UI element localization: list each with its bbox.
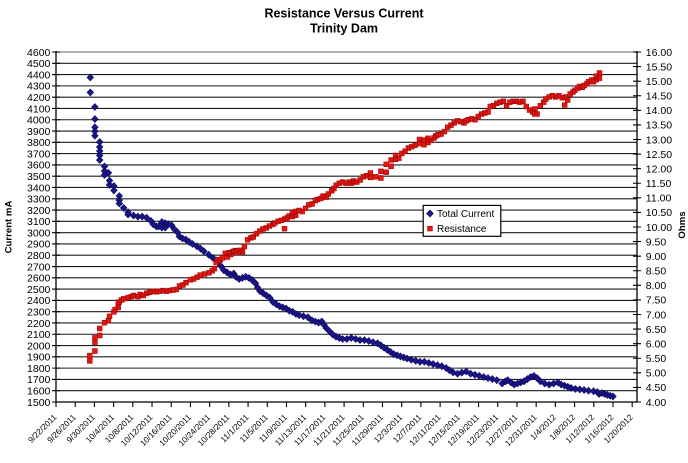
svg-text:3400: 3400 <box>27 182 51 194</box>
svg-text:15.50: 15.50 <box>646 61 672 73</box>
svg-text:8.50: 8.50 <box>646 266 667 278</box>
svg-text:2900: 2900 <box>27 239 51 251</box>
svg-text:1700: 1700 <box>27 374 51 386</box>
svg-text:1900: 1900 <box>27 352 51 364</box>
svg-text:1600: 1600 <box>27 386 51 398</box>
svg-text:Resistance Versus Current: Resistance Versus Current <box>264 7 424 21</box>
svg-text:4600: 4600 <box>27 47 51 59</box>
svg-text:7.00: 7.00 <box>646 309 667 321</box>
svg-text:11.00: 11.00 <box>646 193 672 205</box>
svg-text:4400: 4400 <box>27 69 51 81</box>
svg-text:13.00: 13.00 <box>646 134 672 146</box>
svg-text:Total Current: Total Current <box>437 209 494 220</box>
svg-text:2600: 2600 <box>27 273 51 285</box>
svg-text:3800: 3800 <box>27 137 51 149</box>
svg-text:7.50: 7.50 <box>646 295 667 307</box>
svg-text:3000: 3000 <box>27 227 51 239</box>
svg-text:2300: 2300 <box>27 306 51 318</box>
svg-text:10.50: 10.50 <box>646 207 672 219</box>
svg-text:3100: 3100 <box>27 216 51 228</box>
svg-text:4.00: 4.00 <box>646 397 667 409</box>
svg-text:Ohms: Ohms <box>677 211 688 238</box>
svg-text:Trinity Dam: Trinity Dam <box>310 22 378 36</box>
svg-text:5.50: 5.50 <box>646 353 667 365</box>
svg-text:4200: 4200 <box>27 92 51 104</box>
svg-text:2400: 2400 <box>27 295 51 307</box>
svg-text:6.00: 6.00 <box>646 338 667 350</box>
svg-text:11.50: 11.50 <box>646 178 672 190</box>
svg-text:12.50: 12.50 <box>646 149 672 161</box>
svg-text:14.00: 14.00 <box>646 105 672 117</box>
svg-text:8.00: 8.00 <box>646 280 667 292</box>
svg-text:3700: 3700 <box>27 148 51 160</box>
svg-text:12.00: 12.00 <box>646 163 672 175</box>
svg-text:4500: 4500 <box>27 58 51 70</box>
svg-text:3300: 3300 <box>27 194 51 206</box>
svg-text:1500: 1500 <box>27 397 51 409</box>
svg-text:6.50: 6.50 <box>646 324 667 336</box>
svg-text:9.50: 9.50 <box>646 236 667 248</box>
svg-text:4100: 4100 <box>27 103 51 115</box>
svg-text:2500: 2500 <box>27 284 51 296</box>
svg-text:13.50: 13.50 <box>646 120 672 132</box>
svg-text:4000: 4000 <box>27 115 51 127</box>
svg-text:16.00: 16.00 <box>646 47 672 59</box>
svg-text:9.00: 9.00 <box>646 251 667 263</box>
svg-text:Current mA: Current mA <box>4 201 15 254</box>
svg-text:4300: 4300 <box>27 81 51 93</box>
svg-text:4.50: 4.50 <box>646 382 667 394</box>
svg-text:Resistance: Resistance <box>437 224 487 235</box>
svg-text:10.00: 10.00 <box>646 222 672 234</box>
svg-text:5.00: 5.00 <box>646 368 667 380</box>
svg-text:2000: 2000 <box>27 340 51 352</box>
svg-text:15.00: 15.00 <box>646 76 672 88</box>
svg-text:3900: 3900 <box>27 126 51 138</box>
svg-text:3600: 3600 <box>27 160 51 172</box>
svg-text:2100: 2100 <box>27 329 51 341</box>
svg-text:14.50: 14.50 <box>646 91 672 103</box>
svg-text:2800: 2800 <box>27 250 51 262</box>
svg-text:3200: 3200 <box>27 205 51 217</box>
svg-text:2700: 2700 <box>27 261 51 273</box>
svg-text:1800: 1800 <box>27 363 51 375</box>
svg-text:3500: 3500 <box>27 171 51 183</box>
svg-text:2200: 2200 <box>27 318 51 330</box>
